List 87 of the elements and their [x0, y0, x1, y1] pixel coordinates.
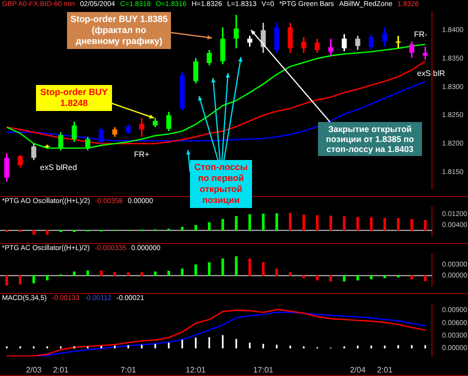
bar [194, 264, 198, 276]
x-tick-label: 2:01 [52, 365, 70, 374]
bar [275, 268, 278, 276]
bar [410, 275, 414, 280]
annotation: exS blRed [40, 163, 77, 172]
bar [113, 272, 116, 276]
candlestick [301, 36, 306, 54]
bar [221, 258, 224, 276]
bar [329, 216, 332, 231]
annotation: Закрытие открытой позиции от 1.8385 по стоп-лоссу на 1.8403 [318, 122, 422, 156]
candlestick [247, 35, 252, 48]
bar [248, 214, 252, 231]
bar [248, 258, 252, 276]
bar [302, 214, 306, 231]
bar [234, 256, 238, 276]
bar [356, 275, 360, 280]
annotation: exS blR [417, 69, 446, 78]
candlestick [409, 40, 414, 59]
bar [316, 275, 319, 280]
bar [18, 275, 22, 284]
annotation: FR- [414, 30, 428, 39]
candlestick [355, 35, 360, 51]
candlestick [152, 117, 158, 128]
bar [208, 262, 211, 276]
bar [275, 213, 278, 231]
x-tick-label: 7:01 [120, 365, 137, 374]
bar [342, 275, 346, 282]
candlestick [193, 57, 198, 84]
candlestick [112, 126, 118, 138]
annotation: Stop-order BUY 1.8385 (фрактал по дневному графику) [67, 12, 171, 49]
candlestick [31, 142, 36, 161]
candlestick [72, 120, 77, 143]
bar [100, 270, 103, 276]
x-tick-label: 12:01 [186, 365, 206, 374]
bar [86, 270, 90, 276]
bar [329, 275, 332, 282]
bar [180, 268, 184, 276]
x-tick-label: 2:01 [376, 365, 394, 374]
bar [342, 216, 346, 231]
bar [167, 270, 170, 276]
candlestick [126, 124, 131, 135]
bar [424, 220, 427, 231]
candlestick [234, 14, 239, 50]
bar [140, 272, 144, 276]
bar [370, 217, 373, 231]
bar [154, 272, 157, 276]
candlestick [139, 117, 144, 138]
candlestick [274, 22, 280, 54]
bar [32, 230, 36, 235]
candlestick [4, 152, 10, 182]
bar [5, 275, 8, 286]
bar [46, 230, 49, 235]
bar [221, 219, 224, 231]
bar [288, 272, 292, 276]
candlestick [166, 111, 172, 132]
bar [126, 272, 130, 276]
x-tick-label: 2/03 [26, 365, 42, 374]
bar [32, 275, 36, 284]
candlestick [206, 49, 212, 66]
bar [410, 219, 414, 231]
bar [194, 224, 198, 231]
x-tick-label: 17:01 [253, 365, 274, 374]
candlestick [368, 33, 374, 51]
bar [383, 218, 386, 231]
bar [46, 275, 49, 280]
bar [288, 212, 292, 231]
candlestick [328, 38, 334, 56]
annotation: FR+ [134, 150, 150, 159]
candlestick [260, 22, 266, 54]
candlestick [18, 154, 23, 168]
x-tick-label: 2/04 [350, 365, 366, 374]
candlestick [288, 22, 293, 54]
annotation: Стоп-лоссы по первой открытой позиции [190, 160, 252, 208]
candlestick [342, 33, 347, 52]
candlestick [314, 38, 320, 54]
bar [72, 272, 76, 276]
bar [356, 217, 360, 231]
candlestick [220, 26, 226, 65]
bar [396, 218, 400, 231]
bar [316, 215, 319, 231]
bar [262, 214, 265, 231]
bar [208, 222, 211, 231]
bar [234, 216, 238, 231]
annotation: Stop-order BUY 1.8248 [36, 85, 112, 111]
candlestick [382, 26, 388, 48]
bar [370, 275, 373, 280]
bar [262, 262, 265, 276]
